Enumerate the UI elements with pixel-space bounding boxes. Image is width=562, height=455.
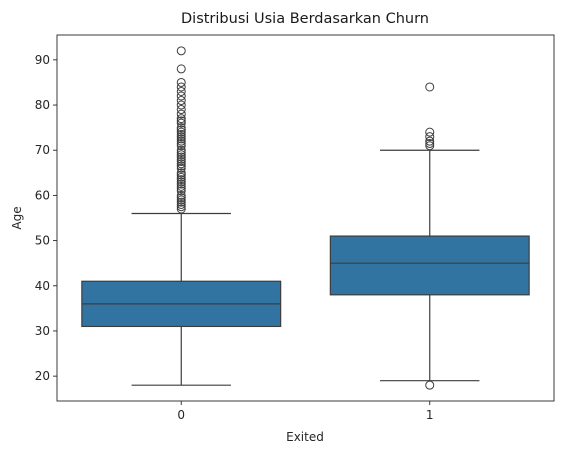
outlier-point: [176, 195, 186, 205]
outlier-point: [176, 186, 186, 196]
outlier-point: [176, 109, 186, 119]
outlier-point: [176, 163, 186, 173]
outlier-point: [176, 161, 186, 171]
outlier-point: [176, 125, 186, 135]
outlier-point: [176, 199, 186, 209]
chart-title: Distribusi Usia Berdasarkan Churn: [181, 11, 429, 27]
outlier-point: [176, 134, 186, 144]
outlier-point: [176, 132, 186, 142]
y-tick-label: 70: [35, 143, 50, 157]
outlier-point: [176, 123, 186, 133]
y-tick-label: 40: [35, 279, 50, 293]
y-tick-label: 80: [35, 98, 50, 112]
outlier-point: [176, 145, 186, 155]
outlier-point: [176, 168, 186, 178]
outlier-point: [425, 136, 435, 146]
outlier-point: [176, 202, 186, 212]
outlier-point: [176, 154, 186, 164]
outlier-point: [176, 157, 186, 167]
outlier-point: [176, 46, 186, 56]
outlier-point: [425, 138, 435, 148]
outlier-point: [425, 132, 435, 142]
outlier-point: [176, 190, 186, 200]
outlier-point: [176, 152, 186, 162]
outlier-point: [176, 177, 186, 187]
axes: 20 30 40 50 60 70 80 90 0 1: [35, 53, 434, 422]
outlier-point: [176, 96, 186, 106]
outlier-point: [176, 193, 186, 203]
outlier-point: [176, 147, 186, 157]
y-tick-label: 50: [35, 234, 50, 248]
outlier-point: [176, 141, 186, 151]
outlier-point: [176, 136, 186, 146]
iqr-box: [329, 235, 530, 296]
y-tick-label: 30: [35, 324, 50, 338]
outlier-point: [176, 91, 186, 101]
outlier-point: [176, 64, 186, 74]
plot-area: [81, 46, 530, 390]
outlier-point: [176, 77, 186, 87]
box-group-0: [81, 46, 282, 386]
outlier-point: [176, 138, 186, 148]
outlier-point: [425, 127, 435, 137]
outlier-point: [176, 82, 186, 92]
outlier-point: [176, 175, 186, 185]
y-axis-label: Age: [10, 206, 24, 229]
outlier-point: [176, 118, 186, 128]
outlier-point: [176, 114, 186, 124]
y-tick-label: 60: [35, 188, 50, 202]
x-tick-label: 0: [177, 408, 185, 422]
outlier-point: [176, 172, 186, 182]
outlier-point: [176, 170, 186, 180]
outlier-point: [425, 82, 435, 92]
outlier-point: [176, 150, 186, 160]
outlier-point: [176, 86, 186, 96]
y-tick-label: 20: [35, 369, 50, 383]
outlier-point: [176, 184, 186, 194]
plot-frame: [56, 34, 555, 402]
outlier-point: [176, 127, 186, 137]
outlier-point: [176, 100, 186, 110]
outlier-point: [176, 181, 186, 191]
outlier-point: [176, 159, 186, 169]
outlier-point: [176, 197, 186, 207]
y-tick-label: 90: [35, 53, 50, 67]
outlier-point: [176, 204, 186, 214]
outlier-point: [425, 380, 435, 390]
outlier-point: [425, 141, 435, 151]
outlier-point: [176, 179, 186, 189]
x-axis-label: Exited: [286, 430, 324, 444]
x-tick-label: 1: [426, 408, 434, 422]
outlier-point: [176, 129, 186, 139]
outlier-point: [176, 116, 186, 126]
box-group-1: [329, 82, 530, 390]
outlier-point: [176, 105, 186, 115]
